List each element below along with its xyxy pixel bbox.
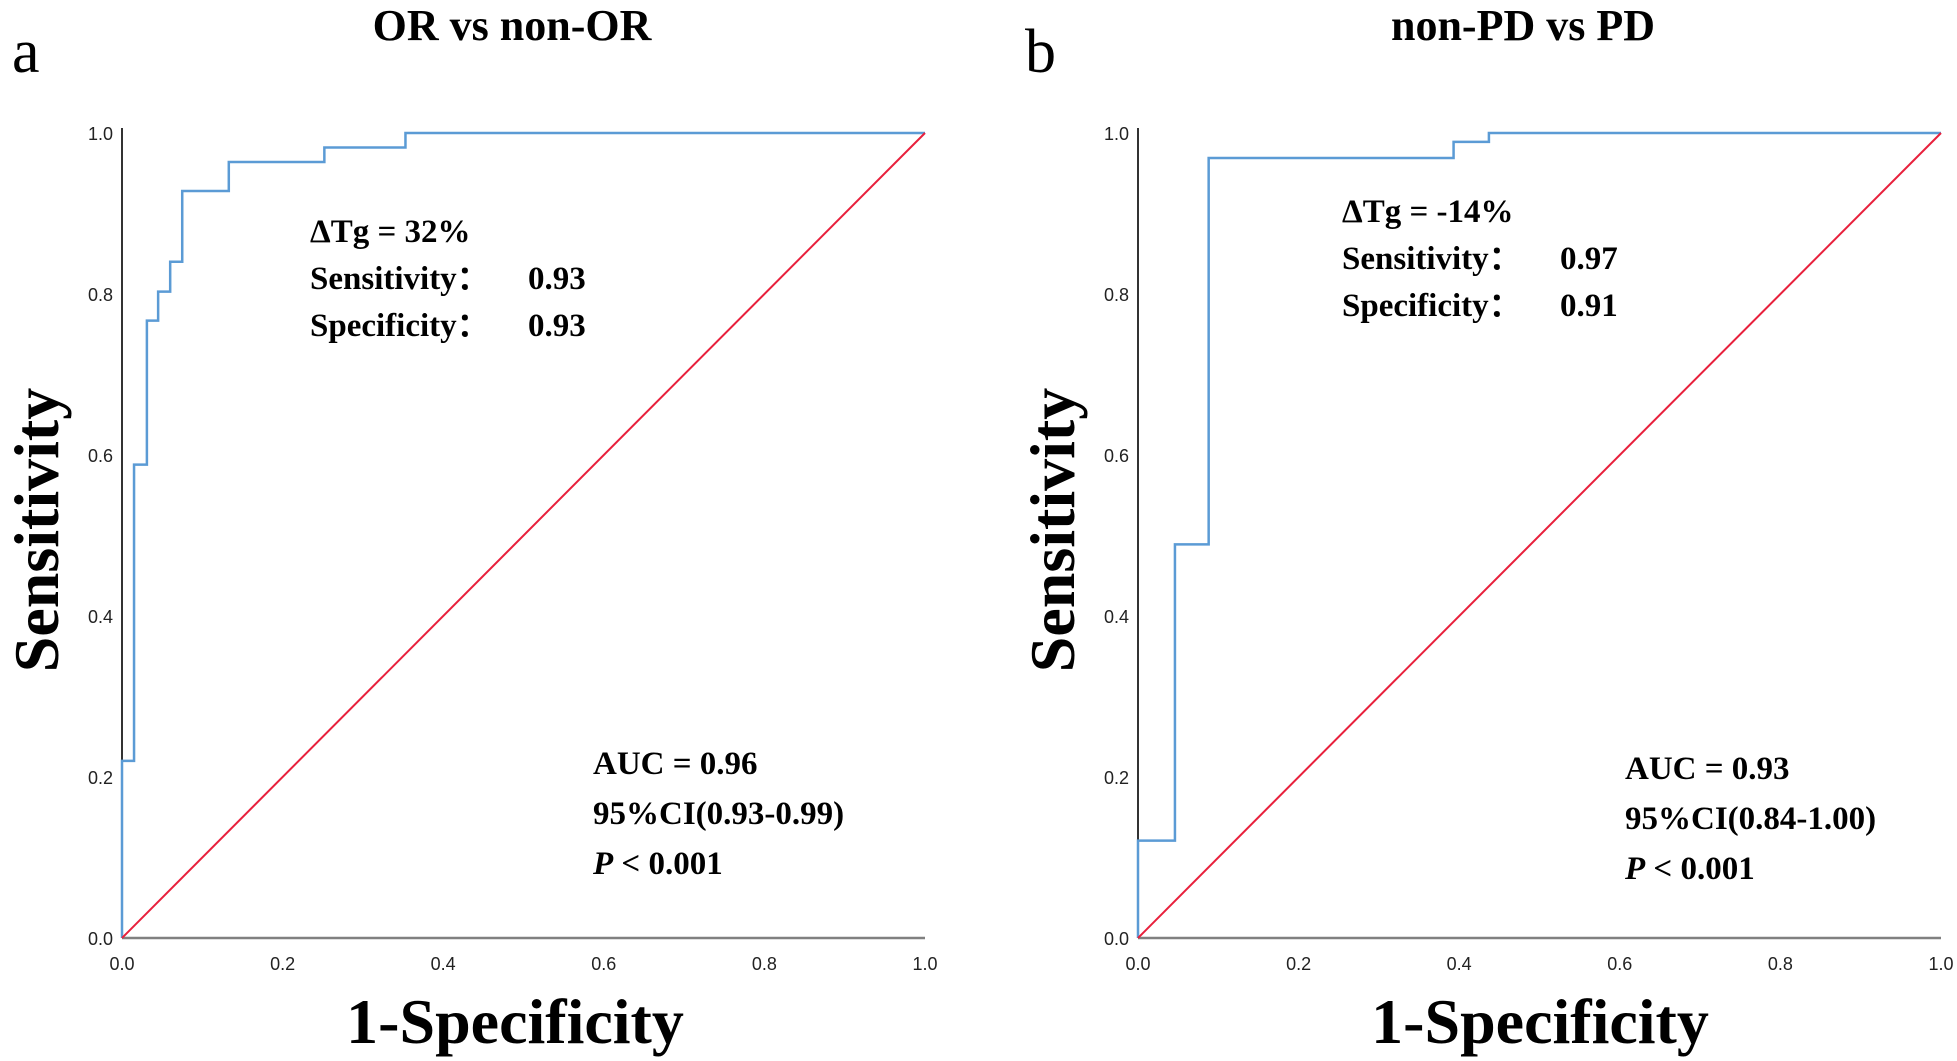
panel-letter: a	[12, 18, 40, 86]
y-tick-label: 0.0	[1104, 929, 1129, 949]
y-tick-label: 0.2	[1104, 768, 1129, 788]
specificity-label: Specificity：	[310, 308, 490, 344]
y-tick-label: 1.0	[88, 124, 113, 144]
x-axis-label: 1-Specificity	[1371, 986, 1709, 1057]
x-tick-label: 0.0	[109, 954, 134, 974]
y-tick-label: 0.6	[88, 446, 113, 466]
annotation-auc: AUC = 0.93 95%CI(0.84-1.00) P < 0.001	[1624, 751, 1876, 887]
panel-a: a OR vs non-OR Sensitivity 1-Specificity…	[1, 1, 938, 1057]
x-tick-label: 0.6	[591, 954, 616, 974]
auc-text: AUC = 0.96	[593, 746, 758, 782]
ci-text: 95%CI(0.84-1.00)	[1625, 801, 1876, 837]
y-tick-label: 0.8	[88, 285, 113, 305]
chart-title: non-PD vs PD	[1391, 1, 1655, 50]
y-tick-label: 0.8	[1104, 285, 1129, 305]
specificity-label: Specificity：	[1342, 288, 1522, 324]
y-axis-label: Sensitivity	[1, 388, 72, 672]
y-tick-label: 0.0	[88, 929, 113, 949]
sensitivity-label: Sensitivity：	[1342, 241, 1522, 277]
annotation-auc: AUC = 0.96 95%CI(0.93-0.99) P < 0.001	[592, 746, 844, 882]
specificity-value: 0.93	[528, 308, 586, 344]
x-tick-label: 0.4	[1447, 954, 1472, 974]
sensitivity-value: 0.93	[528, 261, 586, 297]
reference-line	[1137, 132, 1942, 939]
y-tick-label: 0.4	[1104, 607, 1129, 627]
annotation-cutoff: ΔTg = -14% Sensitivity： 0.97 Specificity…	[1342, 194, 1618, 324]
p-value: < 0.001	[1645, 851, 1755, 887]
annotation-cutoff: ΔTg = 32% Sensitivity： 0.93 Specificity：…	[310, 214, 586, 344]
panel-letter: b	[1025, 18, 1056, 86]
x-tick-label: 0.6	[1607, 954, 1632, 974]
panel-b: b non-PD vs PD Sensitivity 1-Specificity…	[1017, 1, 1954, 1057]
chart-title: OR vs non-OR	[373, 1, 653, 50]
p-symbol: P	[1624, 851, 1646, 887]
ci-text: 95%CI(0.93-0.99)	[593, 796, 844, 832]
x-tick-label: 0.2	[1286, 954, 1311, 974]
roc-curve	[1136, 131, 1941, 938]
auc-text: AUC = 0.93	[1625, 751, 1790, 787]
x-tick-label: 0.2	[270, 954, 295, 974]
x-tick-label: 0.0	[1125, 954, 1150, 974]
p-value-text: P < 0.001	[592, 846, 723, 882]
sensitivity-label: Sensitivity：	[310, 261, 490, 297]
reference-line	[121, 132, 926, 939]
y-tick-label: 0.4	[88, 607, 113, 627]
y-tick-label: 1.0	[1104, 124, 1129, 144]
cutoff-text: ΔTg = -14%	[1342, 194, 1514, 230]
x-tick-label: 0.4	[431, 954, 456, 974]
roc-curve	[120, 131, 925, 938]
sensitivity-value: 0.97	[1560, 241, 1618, 277]
p-value-text: P < 0.001	[1624, 851, 1755, 887]
p-value: < 0.001	[613, 846, 723, 882]
x-tick-label: 0.8	[1768, 954, 1793, 974]
x-tick-label: 1.0	[1928, 954, 1953, 974]
cutoff-text: ΔTg = 32%	[310, 214, 471, 250]
x-axis-label: 1-Specificity	[346, 986, 684, 1057]
x-tick-label: 0.8	[752, 954, 777, 974]
y-tick-label: 0.2	[88, 768, 113, 788]
specificity-value: 0.91	[1560, 288, 1618, 324]
p-symbol: P	[592, 846, 614, 882]
y-tick-label: 0.6	[1104, 446, 1129, 466]
y-axis-label: Sensitivity	[1017, 388, 1088, 672]
x-tick-label: 1.0	[912, 954, 937, 974]
